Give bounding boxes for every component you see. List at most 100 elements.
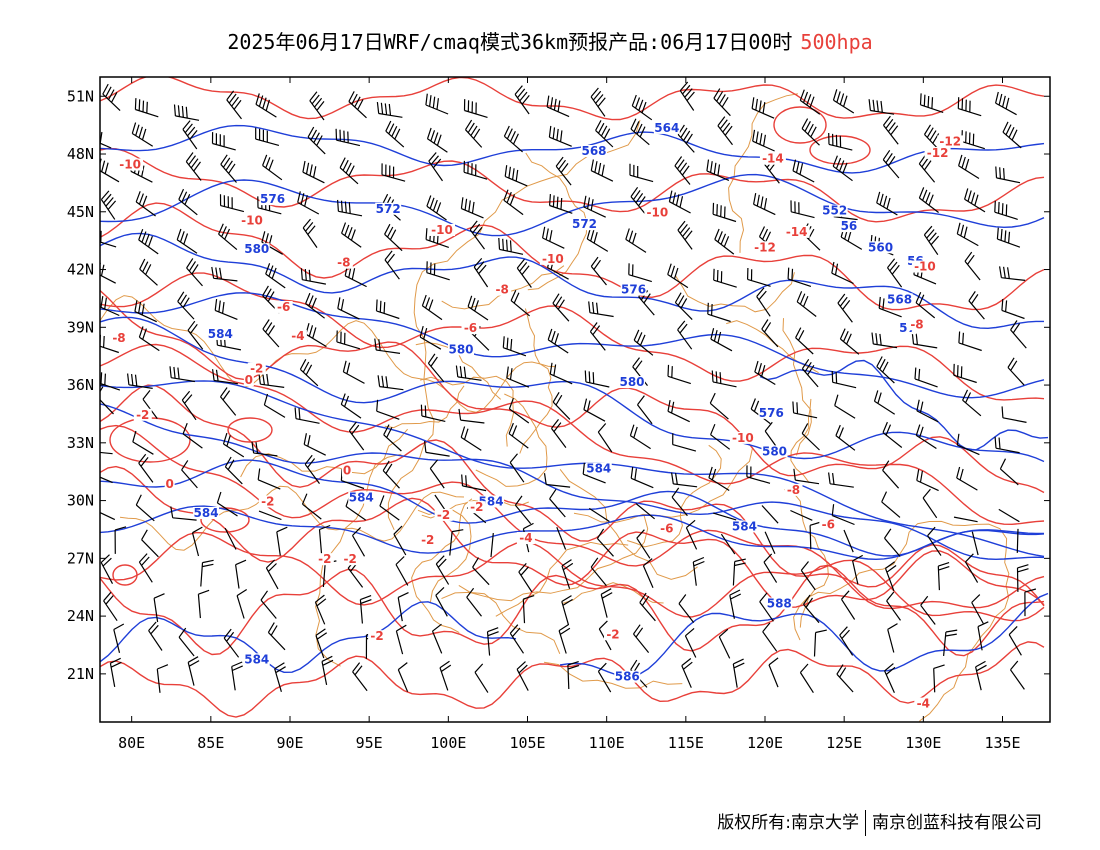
wind-barb <box>809 521 822 550</box>
lon-label: 135E <box>984 734 1020 752</box>
wind-barb <box>197 589 210 619</box>
wind-barb <box>878 296 902 318</box>
wind-barb <box>224 456 243 485</box>
wind-barb <box>752 129 775 152</box>
wind-barb <box>764 531 776 554</box>
wind-barb <box>262 319 280 348</box>
wind-barb <box>685 519 698 550</box>
label-bg <box>133 408 152 421</box>
wind-barb <box>995 166 1021 184</box>
wind-barb <box>828 132 853 151</box>
wind-barb <box>635 503 655 520</box>
wind-barb <box>706 159 730 181</box>
height-contour <box>100 459 1045 557</box>
wind-barb <box>759 592 774 622</box>
wind-barb <box>800 561 816 591</box>
wind-barb <box>551 419 567 448</box>
wind-barb <box>191 526 203 557</box>
contour-label: -2 <box>437 508 450 522</box>
wind-barb <box>672 433 697 452</box>
wind-barb <box>837 293 853 323</box>
height-contour <box>100 380 1045 558</box>
contour-label: -10 <box>646 206 668 220</box>
wind-barb <box>555 156 572 186</box>
wind-barb <box>792 401 818 419</box>
wind-barb <box>385 120 405 148</box>
label-bg <box>924 146 951 159</box>
wind-barb <box>255 127 280 146</box>
border-line <box>675 272 795 313</box>
wind-barb <box>674 156 691 185</box>
wind-barb <box>732 658 745 688</box>
contour-label: -8 <box>787 483 800 497</box>
wind-barb <box>220 154 237 183</box>
contour-label: 0 <box>165 477 173 491</box>
wind-barb <box>181 460 198 489</box>
wind-barb <box>178 627 195 657</box>
label-bg <box>375 202 402 215</box>
wind-barb <box>348 91 367 119</box>
wind-barb <box>510 289 530 317</box>
label-bg <box>448 343 474 356</box>
wind-barb <box>102 83 121 112</box>
wind-barb <box>177 291 195 320</box>
copyright-right: 南京创蓝科技有限公司 <box>872 813 1042 833</box>
wind-barb <box>583 398 606 422</box>
wind-barb <box>218 223 238 251</box>
temperature-contour-labels: -10-10-10-10-10-14-12-12-14-12-10-8-8-8-… <box>110 134 964 711</box>
lon-label: 90E <box>276 734 303 752</box>
map-body: 5645685765725725525656056580576568575845… <box>100 77 1049 722</box>
label-bg <box>758 406 785 419</box>
wind-barb <box>914 367 938 388</box>
wind-barb <box>474 663 489 693</box>
wind-barb <box>964 251 981 281</box>
wind-barb <box>100 476 113 484</box>
wind-barb <box>711 370 737 388</box>
wind-barb <box>667 263 689 289</box>
label-bg <box>247 362 266 375</box>
label-bg <box>731 520 758 533</box>
wind-barb <box>977 621 989 651</box>
wind-barb <box>763 553 778 583</box>
wind-barb <box>583 195 606 218</box>
wind-barb <box>258 372 285 388</box>
wind-barb <box>887 623 898 653</box>
wind-barb <box>304 454 320 484</box>
height-contour <box>100 232 1044 330</box>
temperature-contours <box>100 77 1045 718</box>
wind-barb <box>943 629 958 656</box>
wind-barb <box>751 97 775 119</box>
wind-barb <box>100 230 117 248</box>
wind-barb <box>395 624 407 655</box>
wind-barb <box>916 469 939 492</box>
lon-label: 120E <box>747 734 783 752</box>
border-line <box>419 375 514 447</box>
contour-label: 584 <box>194 506 219 520</box>
wind-barb <box>186 258 203 287</box>
wind-barb <box>426 261 450 281</box>
wind-barb <box>590 557 607 587</box>
label-bg <box>243 653 270 666</box>
wind-barb <box>684 627 697 658</box>
contour-label: 580 <box>244 242 269 256</box>
contour-label: -6 <box>660 521 673 535</box>
contour-label: -2 <box>318 552 331 566</box>
wind-barb <box>633 329 654 356</box>
wind-barb <box>667 399 690 423</box>
wind-barb <box>852 554 863 585</box>
lon-label: 80E <box>118 734 145 752</box>
lat-label: 27N <box>67 549 94 567</box>
wind-barb <box>341 222 362 248</box>
temperature-contour <box>100 641 1045 718</box>
wind-barb <box>995 91 1017 116</box>
label-bg <box>368 630 387 643</box>
wind-barb <box>584 370 610 388</box>
contour-label: -6 <box>277 300 290 314</box>
lon-label: 115E <box>668 734 704 752</box>
border-line <box>519 308 553 454</box>
height-contour <box>100 403 1045 561</box>
wind-barb <box>148 621 163 651</box>
wind-barb <box>486 627 499 656</box>
wind-barb <box>302 218 318 248</box>
